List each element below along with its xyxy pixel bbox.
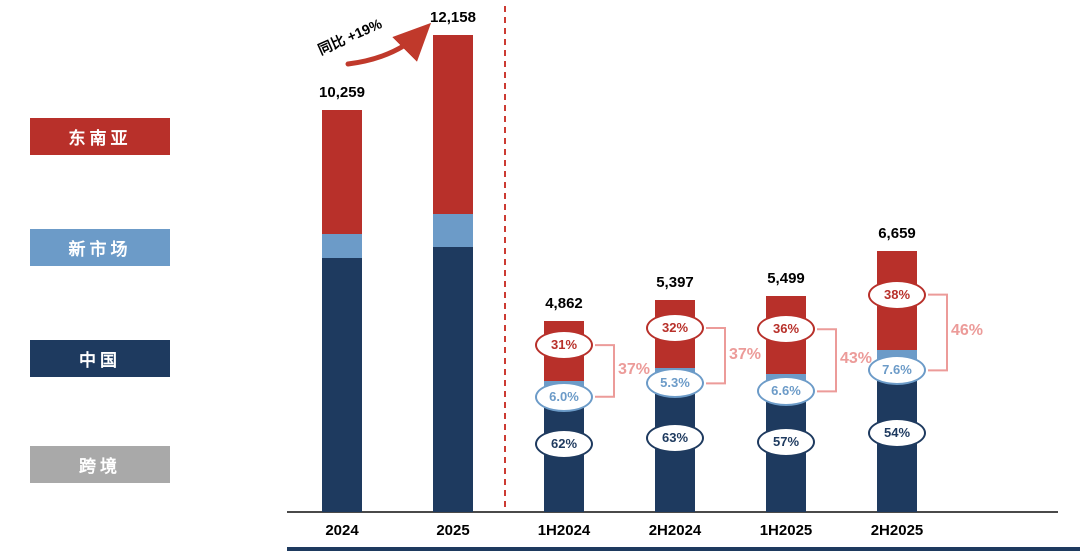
bar-segment-southeast-asia-2024 [322,109,362,235]
legend-item-southeast-asia: 东南亚 [30,118,170,155]
legend-item-cross-border: 跨境 [30,446,170,483]
x-axis-label-1H2024: 1H2024 [537,522,591,539]
share-pill-southeast-asia-2H2025: 38% [868,279,926,310]
share-pill-china-2H2025: 54% [868,418,926,449]
share-pill-new-markets-2H2025: 7.6% [868,355,926,386]
x-axis-label-2024: 2024 [325,522,359,539]
bar-total-label-1H2025: 5,499 [767,270,805,288]
bar-segment-southeast-asia-2025 [433,35,473,214]
bar-total-label-2024: 10,259 [319,83,365,101]
share-pill-china-1H2024: 62% [535,429,593,460]
share-pill-southeast-asia-1H2025: 36% [757,314,815,345]
overseas-share-label-2H2025: 46% [951,322,984,340]
overseas-share-label-1H2025: 43% [840,350,873,368]
bar-segment-new-markets-2025 [433,213,473,248]
bar-2025 [433,35,473,512]
overseas-share-label-2H2024: 37% [729,345,762,363]
share-pill-china-2H2024: 63% [646,422,704,453]
bar-segment-china-2025 [433,247,473,512]
share-pill-new-markets-1H2025: 6.6% [757,376,815,407]
bar-segment-china-2024 [322,258,362,512]
legend-item-china: 中国 [30,340,170,377]
x-axis-label-2H2024: 2H2024 [648,522,702,539]
share-pill-southeast-asia-1H2024: 31% [535,330,593,361]
x-axis-label-2H2025: 2H2025 [870,522,924,539]
bar-2024 [322,109,362,512]
bar-total-label-1H2024: 4,862 [545,295,583,313]
bar-total-label-2H2024: 5,397 [656,274,694,292]
share-pill-new-markets-1H2024: 6.0% [535,381,593,412]
x-axis-label-2025: 2025 [436,522,470,539]
bar-segment-new-markets-2024 [322,234,362,259]
legend-item-new-markets: 新市场 [30,229,170,266]
bottom-border-line [287,547,1080,551]
x-axis-label-1H2025: 1H2025 [759,522,813,539]
share-pill-china-1H2025: 57% [757,427,815,458]
share-pill-new-markets-2H2024: 5.3% [646,368,704,399]
share-pill-southeast-asia-2H2024: 32% [646,313,704,344]
bar-total-label-2025: 12,158 [430,9,476,26]
bar-total-label-2H2025: 6,659 [878,224,916,242]
overseas-share-label-1H2024: 37% [618,360,651,378]
